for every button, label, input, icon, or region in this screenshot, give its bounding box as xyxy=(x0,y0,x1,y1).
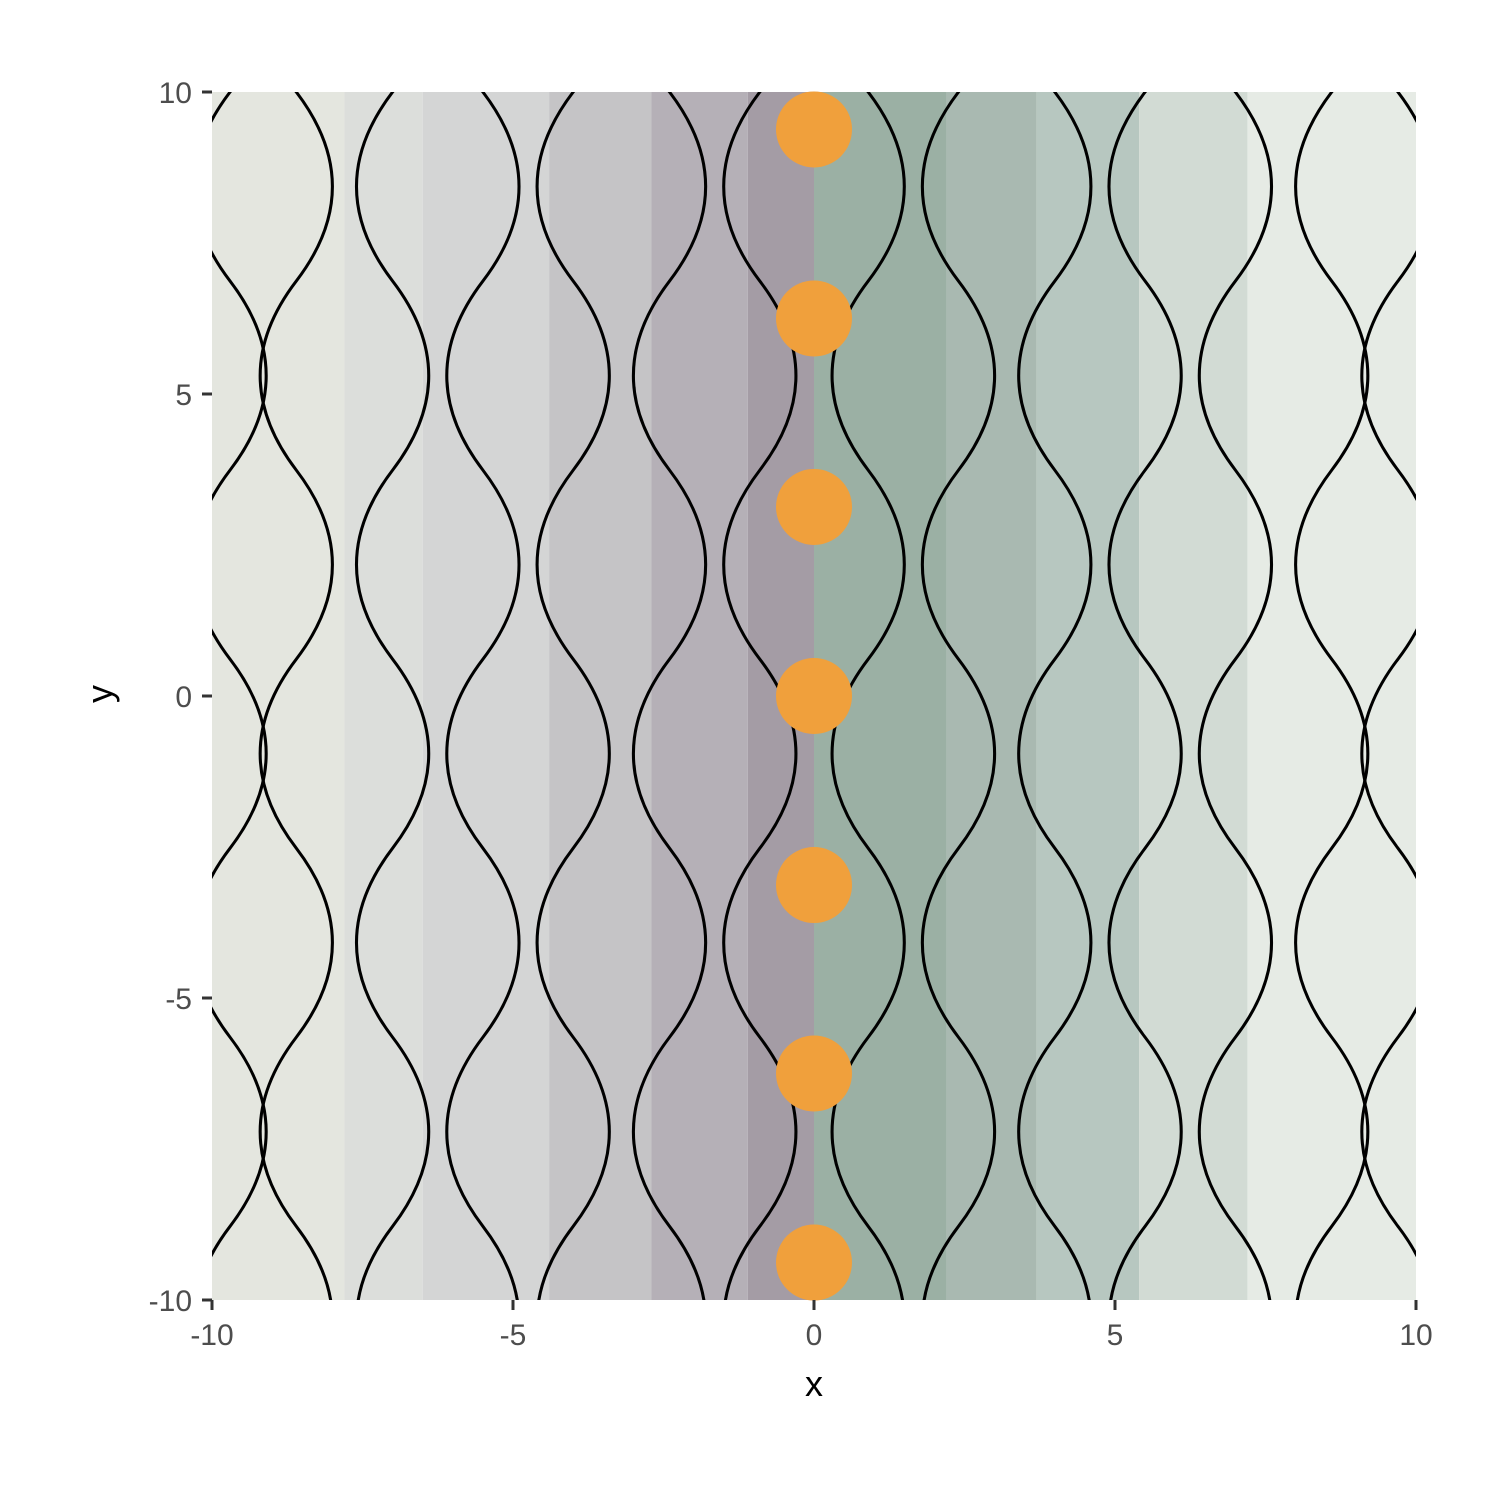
y-tick-label: -10 xyxy=(149,1285,192,1318)
wave-line xyxy=(355,92,431,1300)
wave-line xyxy=(535,92,611,1300)
background-band xyxy=(946,92,1037,1300)
data-point xyxy=(776,847,852,924)
wave-line xyxy=(830,92,906,1300)
x-tick-label: 10 xyxy=(1399,1319,1432,1352)
x-tick-label: 5 xyxy=(1107,1319,1124,1352)
wave-line xyxy=(1107,92,1183,1300)
wave-line xyxy=(722,92,798,1300)
data-point xyxy=(776,468,852,545)
data-points xyxy=(776,91,852,1301)
wave-line xyxy=(445,92,521,1300)
data-point xyxy=(776,1224,852,1301)
wave-line xyxy=(1197,92,1273,1300)
wave-line xyxy=(632,92,707,1300)
axes: -10 -5 0 5 10 -10 -5 0 5 10 xyxy=(149,77,1433,1352)
data-point xyxy=(776,1035,852,1112)
background-band xyxy=(344,92,423,1300)
background-band xyxy=(651,92,748,1300)
background-band xyxy=(1036,92,1140,1300)
x-tick-label: -10 xyxy=(190,1319,233,1352)
wave-line xyxy=(258,92,334,1300)
wave-lines xyxy=(212,92,1416,1300)
wave-line xyxy=(1294,92,1370,1300)
x-tick-label: -5 xyxy=(500,1319,527,1352)
y-tick-label: 5 xyxy=(175,379,192,412)
y-tick-label: 0 xyxy=(175,681,192,714)
data-point xyxy=(776,658,852,734)
y-tick-label: -5 xyxy=(165,983,192,1016)
x-tick-label: 0 xyxy=(806,1319,823,1352)
background-band xyxy=(1247,92,1416,1300)
y-tick-label: 10 xyxy=(159,77,192,110)
wave-line xyxy=(1017,92,1093,1300)
wave-line xyxy=(212,92,268,1258)
background-band xyxy=(422,92,550,1300)
wave-line xyxy=(1360,92,1416,1258)
background-band xyxy=(212,92,345,1300)
x-axis-title: x xyxy=(805,1363,823,1404)
y-axis-title: y xyxy=(79,685,120,703)
data-point xyxy=(776,91,852,168)
data-point xyxy=(776,280,852,357)
background-band xyxy=(549,92,652,1300)
background-band xyxy=(1139,92,1248,1300)
wave-line xyxy=(921,92,996,1300)
